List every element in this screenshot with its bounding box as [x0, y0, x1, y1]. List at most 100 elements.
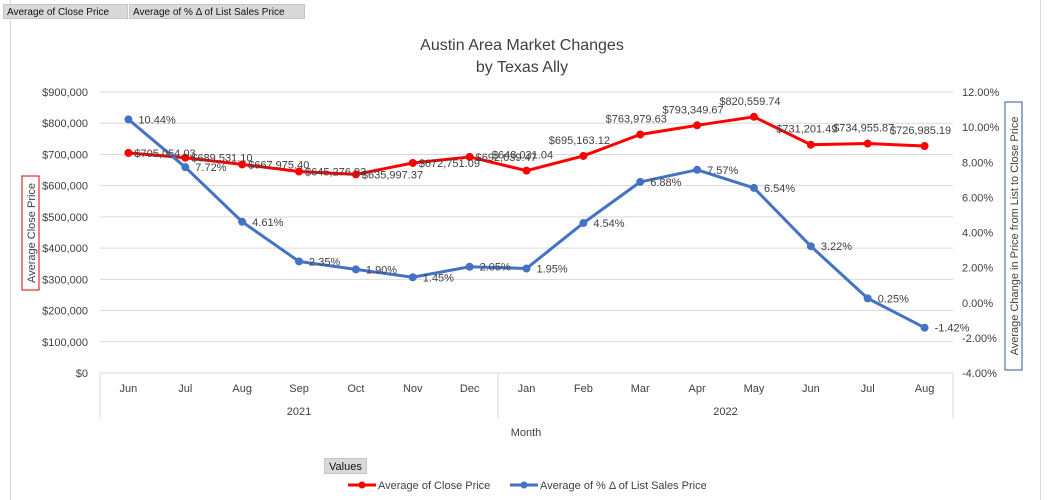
- pct-change-marker: [749, 183, 758, 192]
- y-axis-title: Average Close Price: [26, 183, 38, 283]
- y2-tick-label: 8.00%: [962, 157, 993, 169]
- pct-change-marker: [408, 273, 417, 282]
- close-price-data-label: $635,997.37: [362, 169, 423, 181]
- y-tick-label: $800,000: [42, 118, 88, 130]
- pct-change-marker: [920, 323, 929, 332]
- close-price-data-label: $705,054.03: [134, 148, 195, 160]
- y-tick-label: $400,000: [42, 243, 88, 255]
- legend-item-close-price[interactable]: Average of Close Price: [348, 480, 490, 492]
- chart-frame-right: [1040, 0, 1041, 500]
- close-price-data-label: $645,276.93: [305, 167, 366, 179]
- x-tick-label: Sep: [289, 383, 309, 395]
- pct-change-marker: [693, 165, 702, 174]
- close-price-data-label: $695,163.12: [549, 135, 610, 147]
- pct-change-marker: [522, 264, 531, 273]
- close-price-data-label: $692,039.47: [476, 152, 537, 164]
- x-group-label: 2021: [287, 406, 311, 418]
- y-tick-label: $0: [76, 368, 88, 380]
- y-tick-label: $600,000: [42, 181, 88, 193]
- pct-change-data-label: 1.45%: [423, 272, 454, 284]
- close-price-marker: [238, 160, 247, 169]
- x-tick-label: Aug: [232, 383, 252, 395]
- y2-tick-label: -4.00%: [962, 368, 997, 380]
- field-button-pct-change[interactable]: Average of % Δ of List Sales Price: [129, 4, 305, 19]
- close-price-marker: [806, 140, 815, 149]
- legend-item-pct-change[interactable]: Average of % Δ of List Sales Price: [510, 480, 707, 492]
- pct-change-data-label: 1.90%: [366, 264, 397, 276]
- close-price-marker: [579, 151, 588, 160]
- close-price-data-label: $648,031.04: [492, 150, 553, 162]
- pct-change-data-label: 7.72%: [195, 162, 226, 174]
- close-price-marker: [181, 153, 190, 162]
- close-price-data-label: $672,751.09: [419, 158, 480, 170]
- x-tick-label: Aug: [915, 383, 935, 395]
- close-price-data-label: $689,531.10: [191, 153, 252, 165]
- y-axis-title-box: [21, 175, 40, 291]
- close-price-marker: [749, 112, 758, 121]
- pct-change-data-label: 6.88%: [650, 177, 681, 189]
- pct-change-data-label: 2.05%: [480, 262, 511, 274]
- field-button-close-price[interactable]: Average of Close Price: [3, 4, 128, 19]
- y-tick-label: $900,000: [42, 87, 88, 99]
- close-price-marker: [408, 158, 417, 167]
- pct-change-data-label: 2.35%: [309, 256, 340, 268]
- pct-change-data-label: 4.61%: [252, 217, 283, 229]
- y2-tick-label: 0.00%: [962, 298, 993, 310]
- x-tick-label: Jun: [120, 383, 138, 395]
- y-tick-label: $200,000: [42, 306, 88, 318]
- x-tick-label: Dec: [460, 383, 480, 395]
- legend-marker-close-price: [358, 481, 366, 489]
- y-tick-label: $300,000: [42, 274, 88, 286]
- x-tick-label: Mar: [631, 383, 650, 395]
- legend: Average of Close Price Average of % Δ of…: [348, 480, 707, 492]
- y2-axis-title: Average Change in Price from List to Clo…: [1009, 117, 1021, 356]
- x-tick-label: Jun: [802, 383, 820, 395]
- pct-change-marker: [181, 163, 190, 172]
- x-tick-label: Jan: [518, 383, 536, 395]
- pct-change-data-label: 6.54%: [764, 183, 795, 195]
- close-price-data-label: $763,979.63: [606, 113, 667, 125]
- x-group-label: 2022: [713, 406, 737, 418]
- y-tick-label: $500,000: [42, 212, 88, 224]
- close-price-marker: [295, 167, 304, 176]
- close-price-marker: [465, 152, 474, 161]
- legend-label-close-price: Average of Close Price: [378, 480, 490, 492]
- x-tick-label: Jul: [178, 383, 192, 395]
- pct-change-marker: [351, 265, 360, 274]
- close-price-data-label: $667,975.40: [248, 159, 309, 171]
- pct-change-marker: [579, 219, 588, 228]
- pct-change-data-label: 3.22%: [821, 241, 852, 253]
- pct-change-marker: [863, 294, 872, 303]
- pct-change-data-label: -1.42%: [935, 323, 970, 335]
- chart-subtitle: by Texas Ally: [476, 59, 568, 76]
- values-field-button[interactable]: Values: [324, 458, 367, 474]
- y2-tick-label: 12.00%: [962, 87, 1000, 99]
- close-price-marker: [522, 166, 531, 175]
- y-tick-label: $100,000: [42, 337, 88, 349]
- x-tick-label: May: [744, 383, 765, 395]
- x-tick-label: Jul: [861, 383, 875, 395]
- y2-tick-label: 10.00%: [962, 122, 1000, 134]
- legend-marker-pct-change: [520, 481, 528, 489]
- close-price-marker: [636, 130, 645, 139]
- y-tick-label: $700,000: [42, 149, 88, 161]
- pct-change-data-label: 10.44%: [138, 114, 176, 126]
- y2-tick-label: 6.00%: [962, 192, 993, 204]
- legend-label-pct-change: Average of % Δ of List Sales Price: [540, 480, 707, 492]
- pct-change-marker: [465, 262, 474, 271]
- y2-axis-title-box: [1004, 101, 1023, 371]
- pct-change-data-label: 4.54%: [593, 218, 624, 230]
- pct-change-marker: [238, 217, 247, 226]
- chart-title: Austin Area Market Changes: [420, 37, 624, 54]
- close-price-data-label: $731,201.49: [776, 124, 837, 136]
- chart-frame-left: [10, 0, 11, 500]
- pct-change-marker: [636, 177, 645, 186]
- y2-tick-label: 2.00%: [962, 263, 993, 275]
- pct-change-data-label: 7.57%: [707, 165, 738, 177]
- close-price-marker: [351, 170, 360, 179]
- pct-change-marker: [295, 257, 304, 266]
- pct-change-marker: [806, 242, 815, 251]
- close-price-marker: [920, 142, 929, 151]
- close-price-marker: [693, 121, 702, 130]
